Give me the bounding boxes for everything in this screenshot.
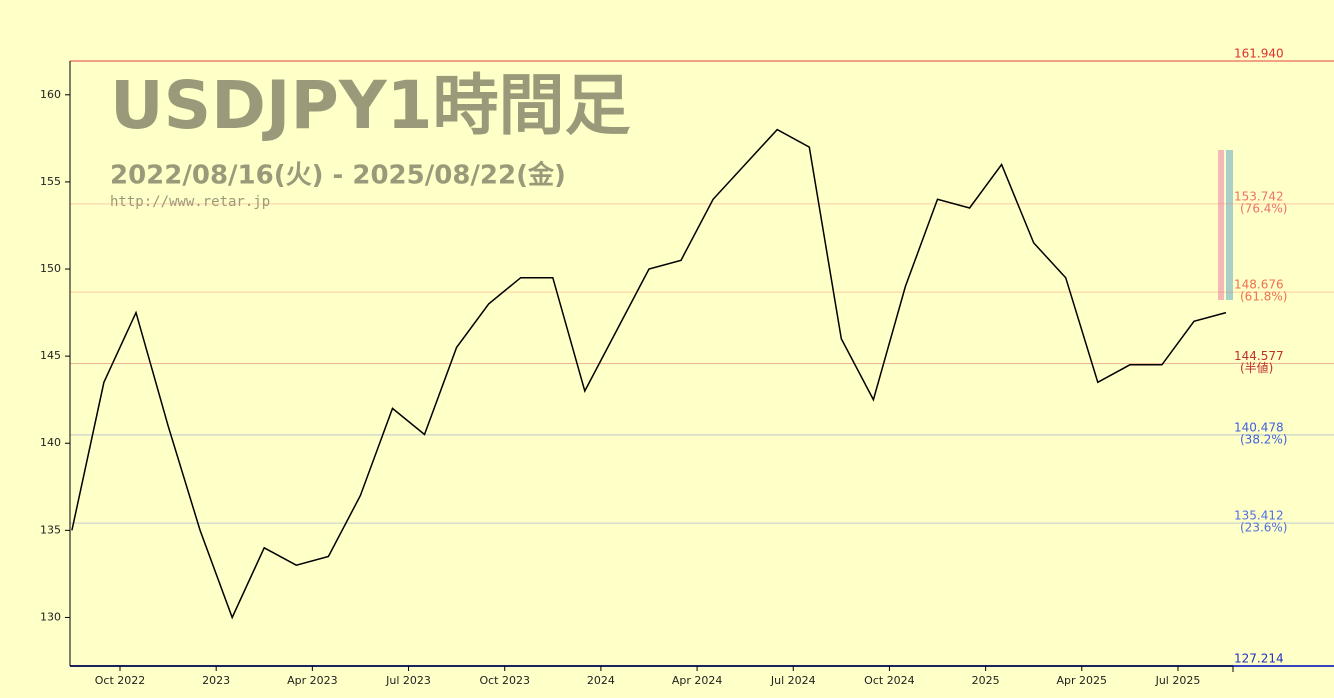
- x-tick-label: Oct 2022: [95, 674, 146, 687]
- level-note: (76.4%): [1240, 201, 1287, 215]
- source-url: http://www.retar.jp: [110, 194, 270, 210]
- decor-band: [1218, 150, 1224, 300]
- price-line: [71, 128, 1227, 620]
- x-tick-label: Apr 2025: [1057, 674, 1108, 687]
- y-tick-label: 135: [40, 523, 61, 536]
- level-label: 161.940: [1234, 47, 1284, 61]
- y-tick-label: 150: [40, 262, 61, 275]
- level-label: 127.214: [1234, 652, 1284, 666]
- level-note: (23.6%): [1240, 521, 1287, 535]
- x-tick-label: Apr 2023: [287, 674, 338, 687]
- level-label: 148.676: [1234, 278, 1284, 292]
- level-label: 140.478: [1234, 420, 1284, 434]
- decor-band: [1226, 150, 1233, 300]
- x-tick-label: 2024: [587, 674, 615, 687]
- level-note: (38.2%): [1240, 432, 1287, 446]
- level-note: (半値): [1240, 360, 1273, 375]
- x-tick-label: Apr 2024: [672, 674, 723, 687]
- y-tick-label: 145: [40, 349, 61, 362]
- x-tick-label: Oct 2024: [864, 674, 915, 687]
- x-tick-label: Oct 2023: [479, 674, 530, 687]
- x-tick-label: Jul 2025: [1155, 674, 1201, 687]
- level-label: 144.577: [1234, 349, 1284, 363]
- y-tick-label: 140: [40, 436, 61, 449]
- x-tick-label: Jul 2023: [385, 674, 431, 687]
- y-tick-label: 130: [40, 610, 61, 623]
- x-tick-label: 2023: [202, 674, 230, 687]
- level-label: 153.742: [1234, 189, 1284, 203]
- chart-subtitle: 2022/08/16(火) - 2025/08/22(金): [110, 160, 566, 191]
- y-tick-label: 160: [40, 88, 61, 101]
- level-label: 135.412: [1234, 509, 1284, 523]
- level-note: (61.8%): [1240, 290, 1287, 304]
- chart-title: USDJPY1時間足: [110, 67, 631, 144]
- x-tick-label: 2025: [972, 674, 1000, 687]
- x-tick-label: Jul 2024: [770, 674, 816, 687]
- y-tick-label: 155: [40, 175, 61, 188]
